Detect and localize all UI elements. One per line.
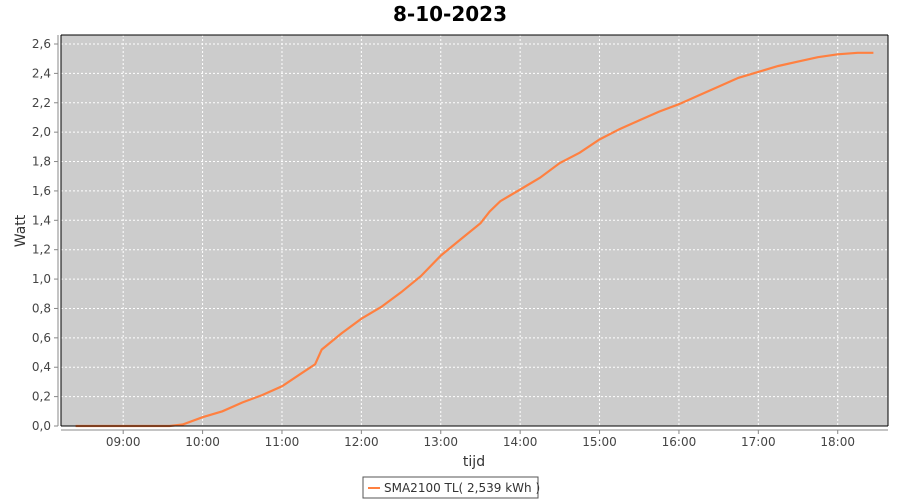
y-tick-label: 1,2	[32, 243, 51, 257]
x-tick-label: 13:00	[423, 435, 458, 449]
x-tick-label: 10:00	[185, 435, 220, 449]
legend-label: SMA2100 TL( 2,539 kWh )	[384, 481, 540, 495]
x-tick-label: 15:00	[582, 435, 617, 449]
y-tick-label: 0,8	[32, 301, 51, 315]
chart-title: 8-10-2023	[393, 2, 507, 26]
plot-area	[61, 35, 888, 426]
x-tick-label: 12:00	[344, 435, 379, 449]
y-tick-label: 0,4	[32, 360, 51, 374]
series-line	[75, 51, 874, 428]
legend: SMA2100 TL( 2,539 kWh )	[362, 476, 540, 499]
y-axis-label: Watt	[13, 214, 29, 247]
y-tick-label: 2,4	[32, 66, 51, 80]
y-tick-label: 1,6	[32, 184, 51, 198]
y-tick-label: 2,6	[32, 37, 51, 51]
x-tick-label: 18:00	[820, 435, 855, 449]
y-tick-label: 1,4	[32, 213, 51, 227]
x-tick-label: 14:00	[503, 435, 538, 449]
y-tick-label: 2,0	[32, 125, 51, 139]
y-tick-label: 2,2	[32, 96, 51, 110]
x-tick-label: 17:00	[741, 435, 776, 449]
y-tick-label: 0,2	[32, 390, 51, 404]
x-axis-label: tijd	[463, 454, 485, 470]
y-tick-label: 0,0	[32, 419, 51, 433]
y-tick-label: 1,8	[32, 155, 51, 169]
x-tick-label: 16:00	[662, 435, 697, 449]
x-tick-label: 09:00	[106, 435, 141, 449]
x-tick-label: 11:00	[265, 435, 300, 449]
y-tick-label: 0,6	[32, 331, 51, 345]
y-tick-label: 1,0	[32, 272, 51, 286]
